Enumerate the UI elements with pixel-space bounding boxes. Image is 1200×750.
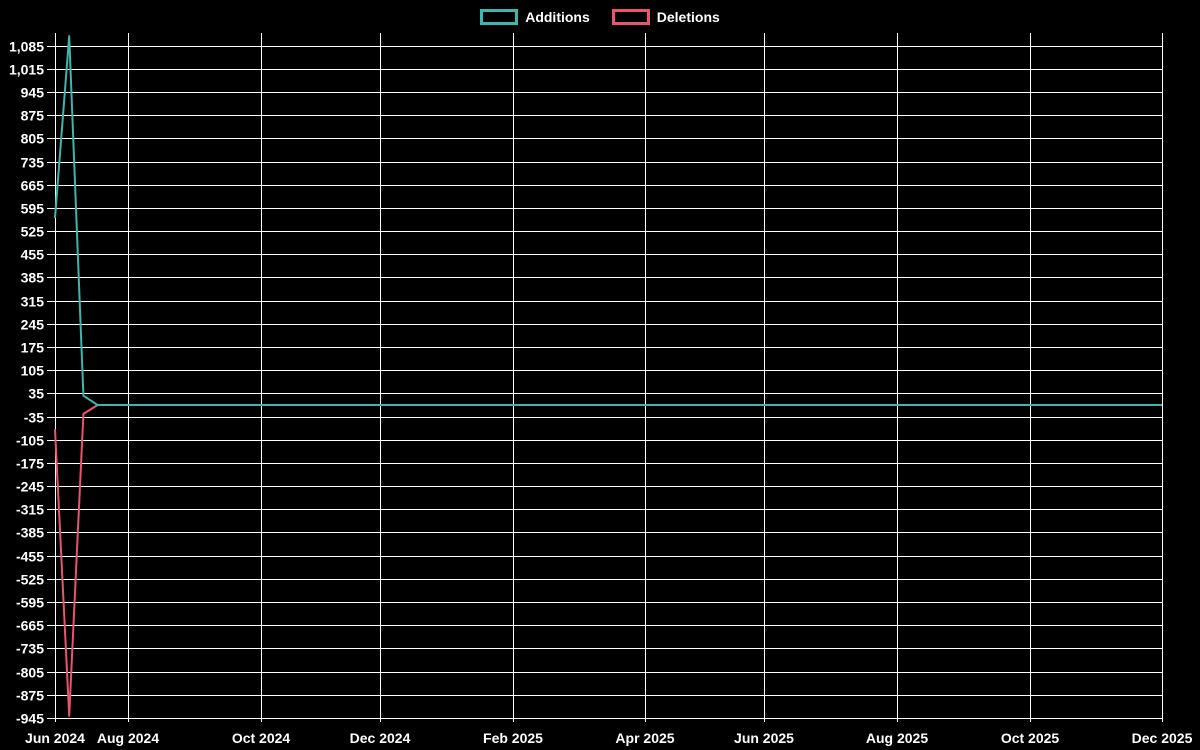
legend-label-additions: Additions [525,9,590,25]
x-axis-tick-label: Apr 2025 [615,730,674,746]
x-axis-tick-label: Oct 2025 [1001,730,1060,746]
legend-item-deletions[interactable]: Deletions [611,8,720,26]
y-axis-tick-label: -315 [16,502,44,518]
x-axis-tick-label: Aug 2024 [97,730,159,746]
y-axis-tick-label: 1,085 [9,39,44,55]
additions-swatch-icon [480,9,519,25]
y-axis-tick-label: 245 [21,317,45,333]
y-axis-tick-label: 735 [21,155,45,171]
y-axis-tick-label: -385 [16,525,44,541]
x-axis-tick-label: Feb 2025 [483,730,543,746]
y-axis-tick-label: 385 [21,270,45,286]
y-axis-tick-label: 525 [21,224,45,240]
x-axis-tick-label: Dec 2024 [350,730,411,746]
y-axis-tick-label: -595 [16,595,44,611]
x-axis-tick-label: Oct 2024 [232,730,291,746]
x-axis-tick-label: Aug 2025 [866,730,928,746]
legend-item-additions[interactable]: Additions [480,8,590,26]
series-line-additions [54,35,1162,406]
y-axis-tick-label: 595 [21,201,45,217]
legend-label-deletions: Deletions [656,9,720,25]
y-axis-tick-label: -735 [16,641,44,657]
x-axis-tick-label: Dec 2025 [1132,730,1193,746]
y-axis-tick-label: -35 [24,410,44,426]
y-axis-tick-label: 805 [21,131,45,147]
y-axis-tick-label: -245 [16,479,44,495]
y-axis-tick-label: 105 [21,363,45,379]
y-axis-tick-label: -105 [16,433,44,449]
y-axis-tick-label: -875 [16,688,44,704]
y-axis-tick-label: 315 [21,294,45,310]
x-axis-tick-label: Jun 2025 [734,730,794,746]
y-axis-tick-label: -665 [16,618,44,634]
chart-legend: Additions Deletions [0,8,1200,26]
y-axis-tick-label: -525 [16,572,44,588]
y-axis-tick-label: -175 [16,456,44,472]
y-axis-tick-label: -805 [16,665,44,681]
series-line-deletions [54,404,1162,717]
y-axis-tick-label: 455 [21,247,45,263]
y-axis-tick-label: -455 [16,549,44,565]
y-axis-tick-label: 665 [21,178,45,194]
x-axis-tick-label: Jun 2024 [25,730,85,746]
deletions-swatch-icon [611,9,650,25]
y-axis-tick-label: 175 [21,340,45,356]
y-axis-tick-label: -945 [16,711,44,727]
y-axis-tick-label: 35 [28,386,44,402]
y-axis-tick-label: 875 [21,108,45,124]
y-axis-tick-label: 945 [21,85,45,101]
y-axis-tick-label: 1,015 [9,62,44,78]
